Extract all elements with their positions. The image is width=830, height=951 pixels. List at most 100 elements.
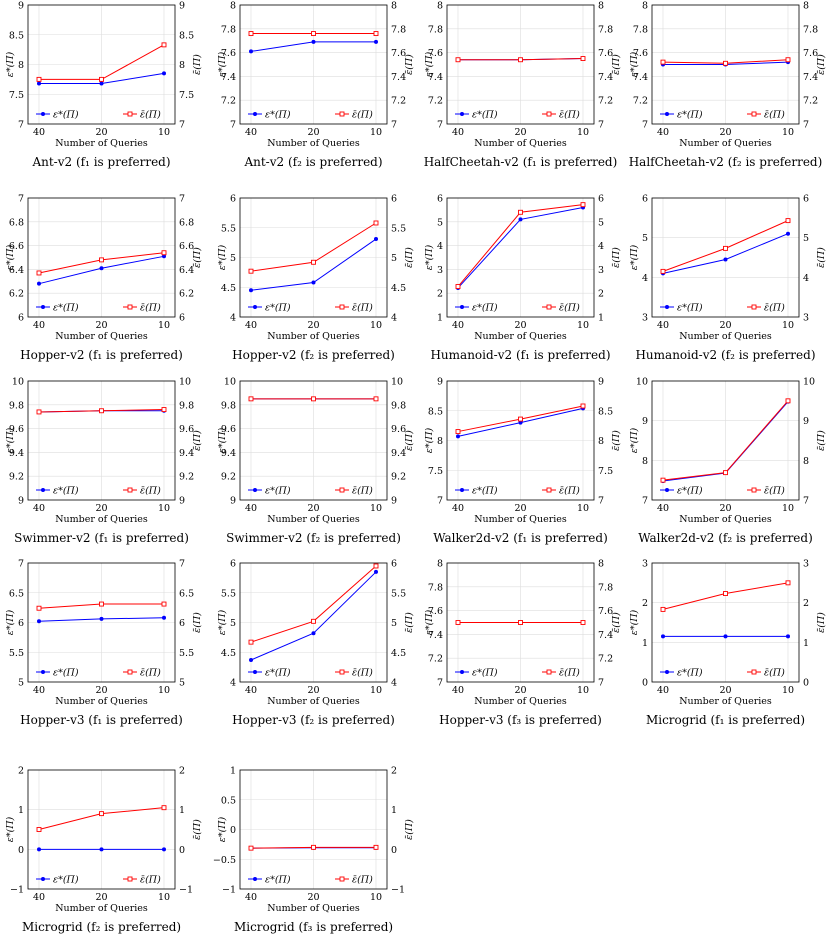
x-axis-label: Number of Queries (679, 696, 772, 707)
y-tick-label: 9 (18, 496, 24, 507)
y2-tick-label: 9 (803, 416, 809, 427)
x-axis-label: Number of Queries (55, 514, 148, 525)
legend-entry-ebar: ε̄(Π) (123, 110, 161, 121)
legend-marker (460, 112, 464, 116)
x-axis-label: Number of Queries (679, 331, 772, 342)
y2-tick-label: 5.5 (391, 223, 406, 234)
x-tick-label: 10 (370, 503, 382, 514)
legend-label: ε̄(Π) (559, 110, 580, 121)
x-tick-label: 10 (782, 503, 794, 514)
chart-panel-18: −1 −0.5 0 0.5 1 −1 0 1 2 40 20 10 ε*(Π) ε̄(Π) ε*(Π) ε̄(… (213, 766, 415, 935)
plot-frame (446, 380, 595, 501)
y-axis-label: ε*(Π) (5, 816, 16, 842)
x-tick-label: 10 (370, 892, 382, 903)
y-tick-label: −1 (10, 885, 24, 896)
y-tick-label: 9.4 (9, 448, 24, 459)
x-tick-label: 20 (95, 320, 107, 331)
legend-label: ε*(Π) (472, 486, 498, 497)
y-tick-label: 10 (636, 377, 648, 388)
legend-entry-ebar: ε̄(Π) (747, 110, 785, 121)
legend-label: ε*(Π) (677, 486, 703, 497)
data-point-estar (37, 619, 41, 624)
plot-frame (27, 197, 176, 318)
legend-entry-estar: ε*(Π) (36, 110, 79, 121)
y-tick-label: 7.4 (428, 72, 443, 83)
data-point-ebar (580, 403, 586, 409)
y-tick-label: 6.8 (9, 217, 24, 228)
legend-entry-ebar: ε̄(Π) (123, 486, 161, 497)
data-point-ebar (36, 270, 42, 276)
legend-marker (751, 487, 757, 493)
data-point-ebar (99, 408, 104, 414)
panel-caption: Ant-v2 (f₂ is preferred) (243, 155, 382, 169)
legend-marker (339, 487, 345, 493)
data-point-ebar (99, 601, 104, 607)
y-tick-label: 7.4 (428, 630, 443, 641)
data-point-ebar (248, 396, 254, 402)
x-axis-label: Number of Queries (474, 696, 567, 707)
legend-marker (127, 876, 133, 882)
legend-label: ε*(Π) (265, 110, 291, 121)
data-point-ebar (373, 844, 379, 850)
x-axis-label: Number of Queries (267, 138, 360, 149)
y2-tick-label: 6 (179, 313, 185, 324)
y-tick-label: 3 (642, 559, 648, 570)
data-point-ebar (518, 209, 523, 215)
data-point-estar (37, 81, 41, 86)
plot-frame (651, 4, 800, 125)
data-point-estar (99, 847, 104, 852)
chart-panel-17: −1 0 1 2 −1 0 1 2 40 20 10 ε*(Π) ε̄(Π) ε*(Π) ε̄(Π) Numb… (5, 766, 203, 935)
x-axis-label: Number of Queries (267, 331, 360, 342)
y-axis-label: ε*(Π) (629, 609, 640, 635)
x-tick-label: 10 (577, 685, 589, 696)
y-tick-label: 8 (642, 456, 648, 467)
data-point-ebar (373, 563, 379, 569)
y-tick-label: 8 (18, 60, 24, 71)
y2-tick-label: 0 (391, 845, 397, 856)
data-point-ebar (660, 59, 666, 65)
x-tick-label: 10 (370, 127, 382, 138)
panel-caption: Ant-v2 (f₁ is preferred) (31, 155, 170, 169)
panel-caption: Microgrid (f₃ is preferred) (234, 920, 393, 934)
chart-panel-5: 6 6.2 6.4 6.6 6.8 7 6 6.2 6.4 6.6 6.8 7 40 20 10 ε*(Π) ε… (5, 194, 203, 363)
data-point-estar (162, 615, 166, 620)
chart-panel-15: 7 7.2 7.4 7.6 7.8 8 7 7.2 7.4 7.6 7.8 8 40 20 10 ε*(Π) ε… (424, 559, 622, 728)
chart-panel-7: 1 2 3 4 5 6 1 2 3 4 5 6 40 20 10 ε*(Π) ε̄(Π) ε*(Π) ε̄(Π) Nu… (424, 194, 622, 363)
y2-tick-label: 9 (391, 496, 397, 507)
chart-panel-14: 4 4.5 5 5.5 6 4 4.5 5 5.5 6 40 20 10 ε*(Π) ε̄(Π) ε*(Π) ε… (217, 559, 415, 728)
x-tick-label: 20 (514, 127, 526, 138)
x-tick-label: 40 (245, 320, 257, 331)
y-axis-label: ε*(Π) (217, 609, 228, 635)
legend-label: ε̄(Π) (764, 303, 785, 314)
plot-frame (27, 380, 176, 501)
y-tick-label: 9 (18, 1, 24, 12)
data-point-ebar (36, 76, 42, 82)
legend-label: ε̄(Π) (352, 110, 373, 121)
legend-marker (665, 305, 669, 309)
legend-marker (127, 487, 133, 493)
chart-panel-9: 9 9.2 9.4 9.6 9.8 10 9 9.2 9.4 9.6 9.8 10 40 20 10 ε*(Π… (5, 377, 203, 546)
data-point-ebar (36, 409, 42, 415)
y-tick-label: 0.5 (221, 795, 236, 806)
data-point-ebar (99, 811, 104, 817)
y2-tick-label: 5.5 (391, 588, 406, 599)
y2-tick-label: 5 (598, 217, 604, 228)
legend-label: ε*(Π) (265, 486, 291, 497)
y-tick-label: 9.8 (9, 400, 24, 411)
legend-label: ε*(Π) (472, 668, 498, 679)
data-point-ebar (373, 31, 379, 37)
y2-tick-label: 2 (598, 289, 604, 300)
data-point-estar (311, 280, 316, 285)
x-axis-label: Number of Queries (474, 331, 567, 342)
data-point-ebar (161, 250, 167, 256)
data-point-ebar (311, 396, 316, 402)
plot-frame (27, 562, 176, 683)
y2-tick-label: 7.6 (803, 48, 818, 59)
x-tick-label: 40 (452, 320, 464, 331)
plot-frame (239, 562, 388, 683)
data-point-ebar (660, 606, 666, 612)
data-point-ebar (518, 620, 523, 625)
data-point-estar (37, 847, 41, 852)
y2-tick-label: 5 (179, 678, 185, 689)
y2-tick-label: 3 (803, 313, 809, 324)
